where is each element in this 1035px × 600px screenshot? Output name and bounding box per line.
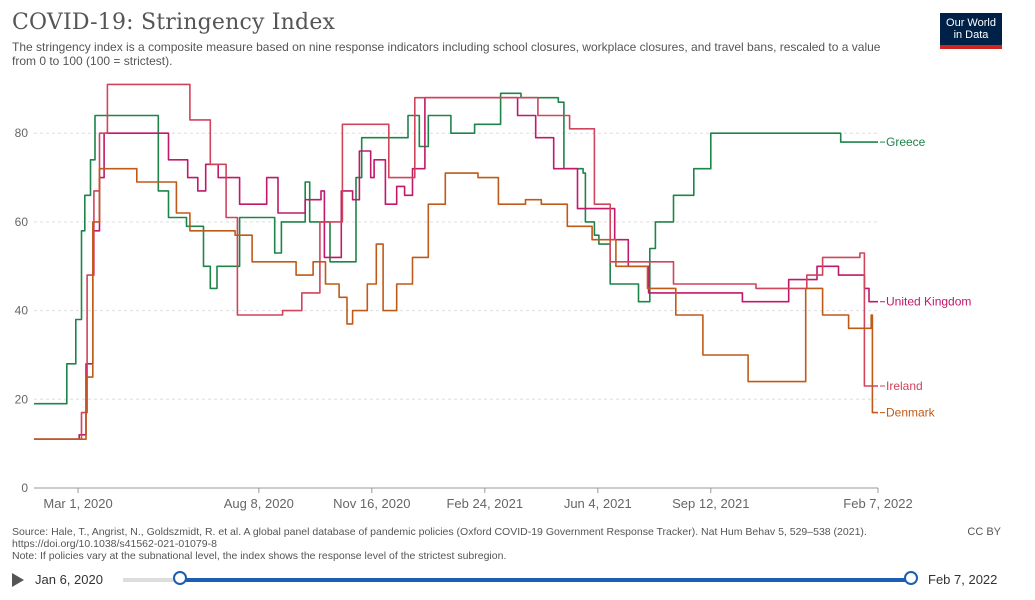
series-line-denmark	[34, 167, 878, 440]
timeline-end-handle[interactable]	[904, 571, 918, 585]
doi-link[interactable]: https://doi.org/10.1038/s41562-021-01079…	[12, 538, 217, 550]
y-tick-label: 60	[15, 215, 29, 229]
owid-logo[interactable]: Our World in Data	[940, 13, 1002, 49]
x-tick-label: Nov 16, 2020	[333, 496, 410, 511]
timeline: Jan 6, 2020 Feb 7, 2022	[0, 566, 1035, 596]
note-text: Note: If policies vary at the subnationa…	[12, 550, 507, 562]
legend-label-denmark: Denmark	[886, 406, 936, 420]
timeline-range	[180, 578, 911, 582]
series-line-greece	[34, 92, 878, 405]
x-tick-label: Feb 24, 2021	[446, 496, 523, 511]
logo-line-1: Our World	[946, 17, 996, 29]
legend-label-ireland: Ireland	[886, 379, 923, 393]
timeline-end-label: Feb 7, 2022	[928, 572, 998, 587]
legend-label-greece: Greece	[886, 135, 926, 149]
legend-label-united-kingdom: United Kingdom	[886, 295, 971, 309]
y-tick-label: 80	[15, 126, 29, 140]
x-tick-label: Jun 4, 2021	[564, 496, 632, 511]
play-icon[interactable]	[12, 573, 24, 587]
y-tick-label: 20	[15, 392, 29, 406]
line-chart: 0 20 40 60 80 Mar 1, 2020 Aug 8, 2020 Nov 16, 2…	[15, 83, 971, 511]
series-line-united-kingdom	[34, 96, 878, 440]
series-line-ireland	[34, 83, 878, 440]
timeline-start-handle[interactable]	[173, 571, 187, 585]
timeline-start-label: Jan 6, 2020	[35, 572, 103, 587]
logo-line-2: in Data	[953, 29, 989, 41]
y-tick-label: 40	[15, 304, 29, 318]
source-text: Source: Hale, T., Angrist, N., Goldszmid…	[12, 526, 867, 538]
chart-subtitle: The stringency index is a composite meas…	[12, 40, 881, 68]
x-tick-label: Aug 8, 2020	[224, 496, 294, 511]
y-tick-label: 0	[21, 481, 28, 495]
x-tick-label: Sep 12, 2021	[672, 496, 749, 511]
chart-title: COVID-19: Stringency Index	[12, 10, 336, 35]
x-tick-label: Feb 7, 2022	[843, 496, 912, 511]
license-label[interactable]: CC BY	[967, 526, 1001, 538]
chart-footer: Source: Hale, T., Angrist, N., Goldszmid…	[12, 526, 912, 562]
x-tick-label: Mar 1, 2020	[43, 496, 112, 511]
